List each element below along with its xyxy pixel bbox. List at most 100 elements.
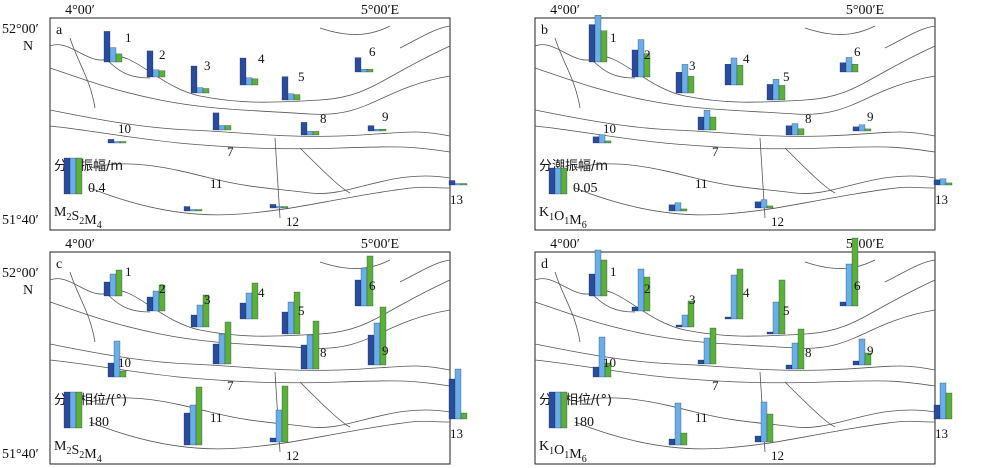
map-line [534,44,936,103]
lat-label-bottom: 51°40′ [2,213,39,228]
bar-station-7-S2 [218,125,226,131]
bar-station-3-M2 [190,314,198,328]
bar-station-9-M2 [367,334,375,366]
bar-station-3-M6 [687,76,695,94]
bar-station-8-S2 [306,131,314,136]
bar-station-8-O1 [791,342,799,370]
bar-station-1-S2 [109,273,117,297]
legend-constituents: M2S2M4 [54,439,102,465]
station-label-1: 1 [125,30,132,45]
bar-station-7-K1 [697,359,705,365]
map-line [804,259,936,283]
map-line [49,109,451,137]
legend-scale-value: 180 [88,415,109,430]
bar-station-11-K1 [668,438,676,446]
bar-station-11-S2 [189,404,197,446]
constituent-letter: O [554,443,564,458]
map-line [319,25,451,49]
bar-station-6-S2 [360,69,368,73]
bar-station-12-S2 [275,206,283,209]
bar-station-3-K1 [675,324,683,328]
bar-station-7-M6 [709,116,717,131]
station-label-6: 6 [369,278,376,293]
constituent-subscript: 2 [79,216,84,227]
constituent-letter: M [569,447,582,462]
map-line [534,278,936,337]
station-label-12: 12 [286,214,299,229]
station-label-7: 7 [712,378,719,393]
bar-station-3-O1 [681,314,689,328]
bar-station-7-S2 [218,333,226,365]
bar-station-1-M6 [600,259,608,297]
map-line [49,44,451,103]
bar-station-13-M4 [460,412,468,420]
bar-station-3-S2 [196,87,204,94]
bar-station-1-M2 [103,281,111,297]
bar-station-2-M2 [146,296,154,312]
bar-station-12-O1 [760,199,768,209]
bar-station-4-K1 [724,316,732,320]
bar-station-4-M6 [736,65,744,86]
bar-station-10-S2 [113,141,121,144]
bar-station-10-O1 [598,336,606,378]
bar-station-4-M4 [251,282,259,320]
bar-station-3-K1 [675,72,683,94]
bar-station-1-M4 [115,269,123,297]
bar-station-8-M6 [797,128,805,136]
map-line [574,186,936,216]
bar-station-9-O1 [858,338,866,366]
bar-station-6-M6 [851,237,859,307]
station-label-10: 10 [118,121,131,136]
constituent-letter: M [569,213,582,228]
bar-station-11-S2 [189,209,197,212]
lon-label-left-d: 4°00′ [550,237,580,252]
station-label-3: 3 [204,292,211,307]
station-label-4: 4 [743,51,750,66]
station-label-3: 3 [204,58,211,73]
bar-station-7-M4 [224,125,232,131]
bar-station-12-K1 [754,201,762,209]
bar-station-5-M6 [778,85,786,101]
legend-constituents: M2S2M4 [54,205,102,231]
constituent-subscript: 1 [549,446,554,457]
bar-station-1-O1 [594,15,602,63]
constituent-subscript: 2 [66,446,71,457]
bar-station-12-M2 [269,204,277,209]
legend-bar-M4 [75,157,83,195]
bar-station-8-K1 [785,364,793,370]
station-label-9: 9 [382,109,389,124]
bar-station-5-K1 [766,331,774,335]
bar-station-5-M2 [281,311,289,335]
station-label-9: 9 [867,109,874,124]
station-label-5: 5 [298,303,305,318]
station-label-1: 1 [125,264,132,279]
legend-bar-K1 [548,391,556,429]
station-label-6: 6 [854,44,861,59]
map-line [49,125,451,153]
map-line [574,420,936,450]
bar-station-11-M4 [195,209,203,212]
legend-bar-O1 [554,391,562,429]
legend-bar-O1 [554,167,562,195]
bar-station-7-K1 [697,116,705,131]
bar-station-4-S2 [245,77,253,86]
bar-station-11-M6 [680,208,688,212]
map-line [89,186,451,216]
lat-label-bottom-lower: 51°40′ [2,447,39,462]
bar-station-13-M2 [448,378,456,420]
bar-station-5-K1 [766,84,774,101]
station-label-3: 3 [689,292,696,307]
map-frame [49,17,451,231]
map-line [534,67,936,115]
bar-station-9-M4 [379,306,387,366]
bar-station-5-M4 [293,94,301,101]
station-label-12: 12 [771,448,784,463]
constituent-subscript: 6 [582,454,587,465]
station-label-2: 2 [159,281,166,296]
bar-station-13-M4 [460,183,468,186]
